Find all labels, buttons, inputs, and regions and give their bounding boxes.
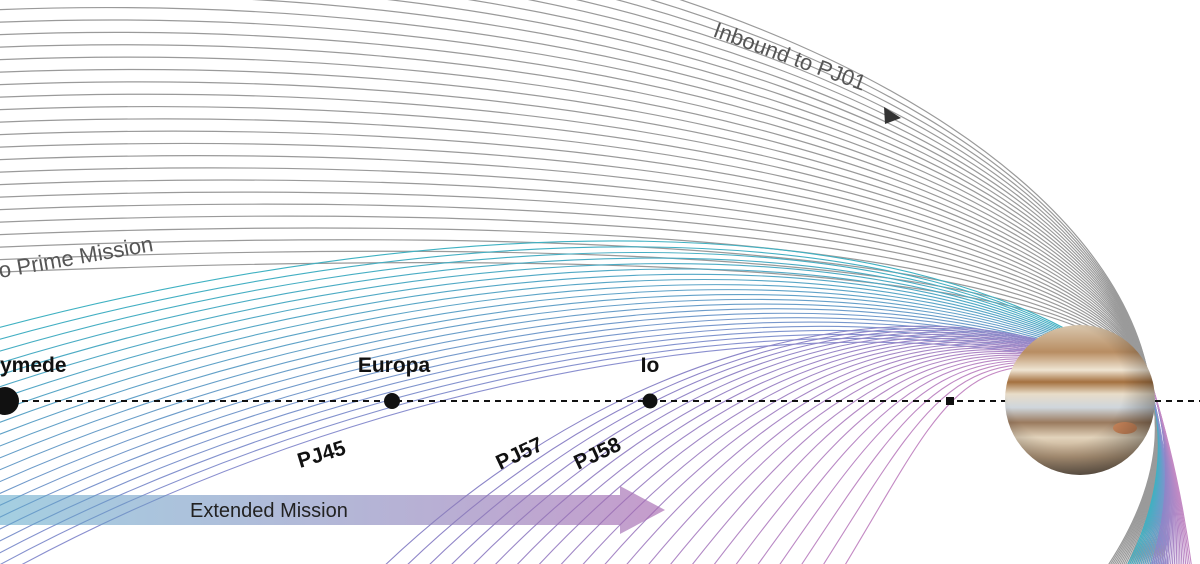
io-dot [642, 393, 658, 409]
io-label: Io [641, 354, 660, 377]
ganymede-dot [0, 387, 19, 415]
pj45-label: PJ45 [295, 436, 349, 472]
pj57-label: PJ57 [492, 433, 546, 475]
orbit-line [0, 325, 1166, 564]
orbit-line [679, 0, 1157, 564]
orbit-line [615, 0, 1157, 564]
orbit-line [495, 335, 1169, 564]
marker [946, 397, 954, 405]
pj58-label: PJ58 [570, 433, 624, 475]
orbit-line [0, 317, 1165, 564]
jupiter-shade [1005, 325, 1155, 475]
orbit-line [649, 0, 1157, 564]
extended-label: Extended Mission [190, 500, 348, 522]
orbit-line [575, 0, 1157, 564]
orbit-line [538, 339, 1171, 564]
orbit-line [451, 331, 1168, 564]
ganymede-label: ymede [0, 354, 67, 377]
prime-label: o Prime Mission [0, 231, 155, 283]
orbit-line [249, 0, 1157, 564]
orbit-line [386, 0, 1157, 564]
orbit-line [0, 93, 1159, 564]
extended-arrow [0, 486, 665, 534]
orbit-line [0, 308, 1164, 564]
orbit-line [517, 337, 1170, 564]
europa-dot [384, 393, 400, 409]
orbit-line [467, 0, 1157, 564]
inbound-arrowhead [884, 107, 901, 124]
europa-label: Europa [358, 354, 431, 377]
orbit-line [473, 333, 1169, 564]
inbound-label: Inbound to PJ01 [710, 17, 869, 95]
orbit-line [527, 0, 1157, 564]
